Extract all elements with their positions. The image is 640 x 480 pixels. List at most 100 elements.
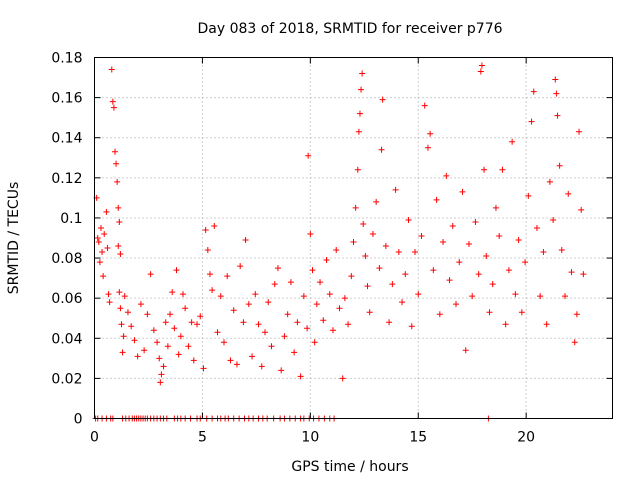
data-point: [415, 291, 422, 298]
data-point: [565, 190, 572, 197]
data-point: [333, 247, 340, 254]
data-point: [317, 279, 324, 286]
data-point: [329, 327, 336, 334]
y-tick-label: 0.04: [51, 331, 82, 347]
data-point: [137, 301, 144, 308]
x-axis-label: GPS time / hours: [291, 459, 408, 475]
data-point: [121, 293, 128, 300]
data-point: [359, 70, 366, 77]
data-point: [313, 301, 320, 308]
data-point: [206, 271, 213, 278]
data-point: [345, 321, 352, 328]
x-tick-label: 20: [517, 430, 535, 446]
data-point: [553, 90, 560, 97]
data-point: [94, 235, 101, 241]
data-point: [362, 253, 369, 260]
data-point: [245, 301, 252, 308]
data-point: [113, 160, 120, 167]
data-point: [211, 222, 218, 229]
data-point: [150, 327, 157, 334]
data-point: [556, 162, 563, 169]
data-point: [112, 148, 119, 155]
data-point: [115, 204, 122, 211]
data-point: [209, 287, 216, 294]
data-point: [252, 291, 259, 298]
data-point: [242, 237, 249, 244]
data-point: [320, 317, 327, 324]
data-point: [115, 243, 122, 250]
data-point: [573, 311, 580, 318]
data-point: [202, 226, 209, 233]
data-point: [418, 232, 425, 239]
data-point: [237, 263, 244, 270]
data-point: [154, 339, 161, 346]
data-point: [568, 269, 575, 276]
data-point: [147, 271, 154, 278]
y-tick-label: 0.12: [51, 171, 82, 187]
data-point: [477, 68, 484, 75]
y-tick-label: 0.14: [51, 131, 82, 147]
data-point: [128, 323, 135, 330]
data-point: [103, 208, 110, 215]
data-point: [194, 321, 201, 328]
data-point: [117, 305, 124, 312]
data-point: [304, 325, 311, 332]
data-point: [120, 333, 127, 340]
data-point: [119, 349, 126, 356]
data-point: [355, 128, 362, 135]
data-point: [177, 333, 184, 340]
data-point: [307, 230, 314, 237]
data-point: [376, 265, 383, 272]
data-point: [323, 257, 330, 264]
data-point: [164, 343, 171, 350]
data-point: [118, 321, 125, 328]
data-point: [99, 249, 106, 256]
data-point: [167, 311, 174, 318]
data-point: [459, 188, 466, 195]
data-point: [505, 267, 512, 274]
data-point: [336, 305, 343, 312]
y-tick-label: 0.08: [51, 251, 82, 267]
data-point: [158, 371, 165, 378]
data-point: [502, 321, 509, 328]
data-point: [512, 291, 519, 298]
x-tick-label: 5: [198, 430, 207, 446]
data-point: [95, 239, 102, 246]
data-point: [160, 363, 167, 370]
data-point: [157, 379, 164, 386]
data-point: [262, 329, 269, 336]
data-point: [571, 339, 578, 346]
data-point: [378, 146, 385, 153]
data-point: [274, 265, 281, 272]
data-point: [221, 339, 227, 346]
data-point: [105, 291, 112, 298]
y-tick-label: 0.02: [51, 371, 82, 387]
data-point: [249, 353, 256, 360]
data-point: [227, 357, 234, 364]
data-point: [144, 311, 151, 318]
data-point: [190, 357, 197, 364]
y-tick-label: 0: [74, 412, 83, 428]
data-point: [354, 166, 361, 173]
data-point: [399, 299, 406, 306]
data-point: [478, 62, 485, 69]
data-point: [300, 293, 307, 300]
data-point: [114, 178, 121, 185]
data-point: [182, 305, 189, 312]
data-point: [366, 309, 373, 316]
data-point: [200, 365, 207, 372]
data-point: [550, 216, 557, 223]
data-point: [265, 299, 272, 306]
data-point: [348, 273, 355, 280]
data-point: [433, 196, 440, 203]
data-point: [214, 329, 221, 336]
data-point: [339, 375, 346, 382]
data-point: [543, 321, 550, 328]
data-point: [233, 361, 240, 368]
data-point: [562, 293, 569, 300]
data-point: [392, 186, 399, 193]
data-point: [294, 319, 301, 326]
data-point: [515, 237, 522, 244]
data-point: [131, 337, 138, 344]
data-point: [171, 325, 178, 332]
